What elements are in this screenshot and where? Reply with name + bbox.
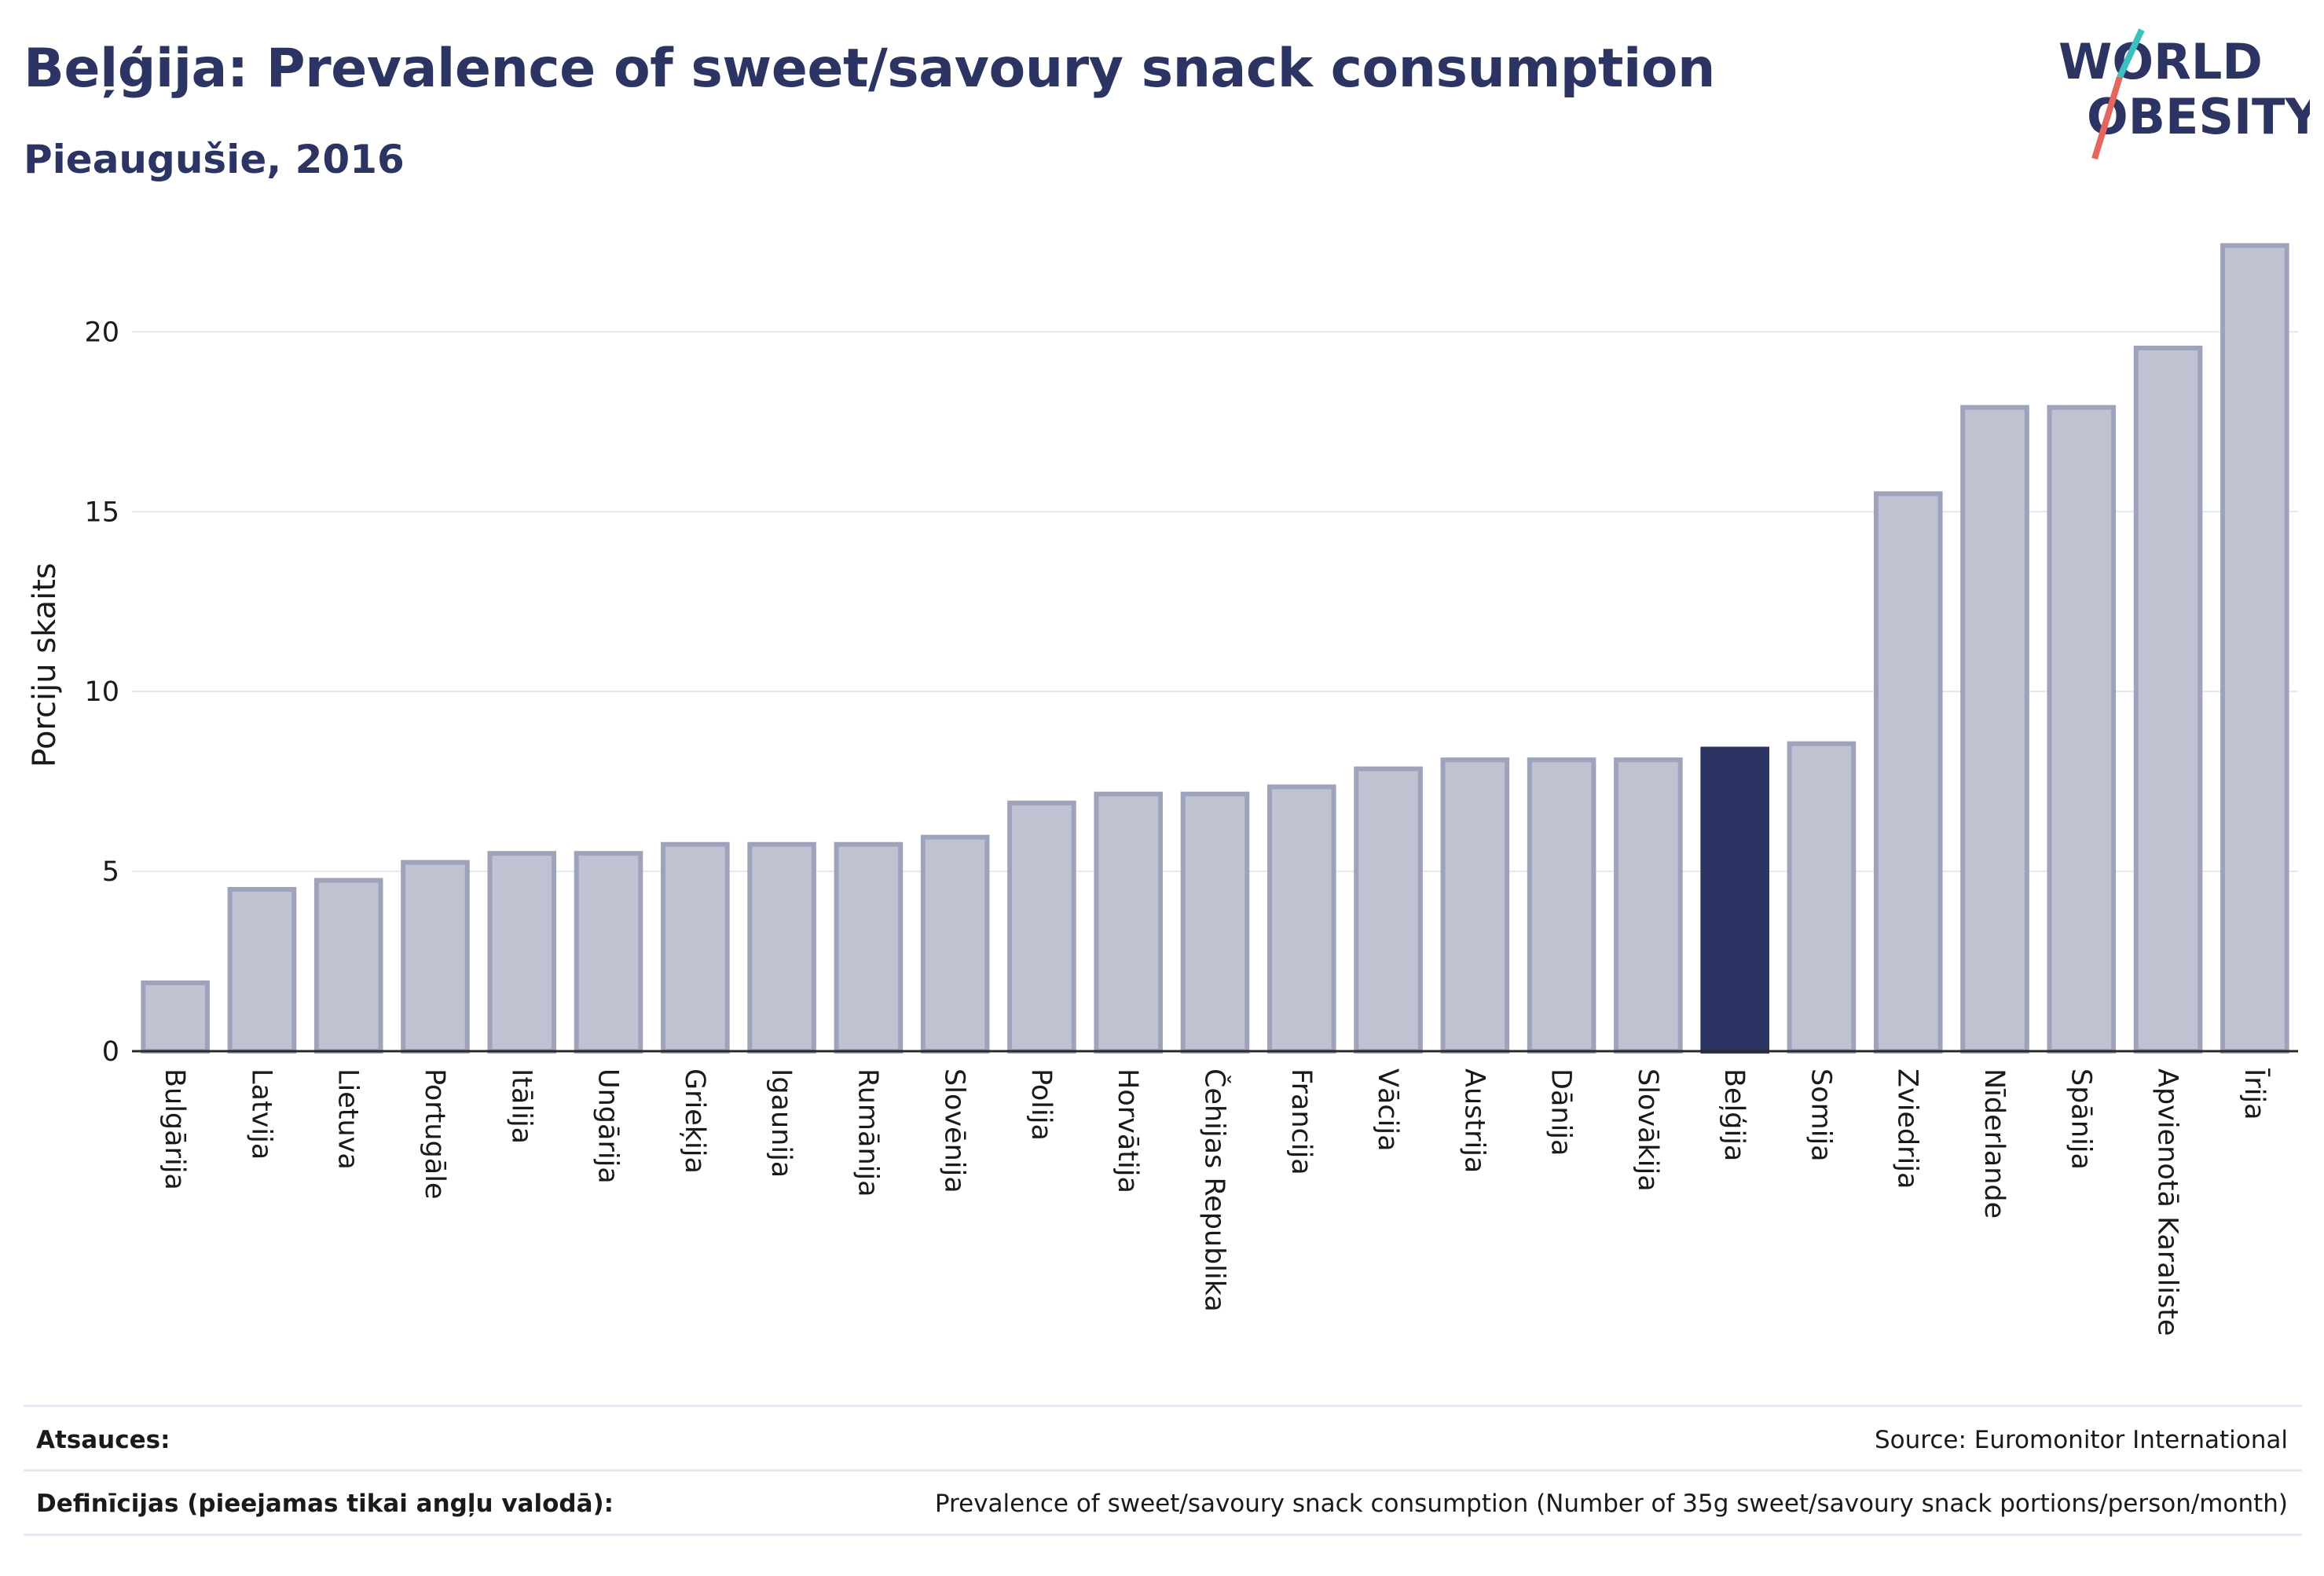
bar-20 [1873, 491, 1943, 1054]
bar-21 [1960, 405, 2029, 1054]
bar-5 [574, 851, 643, 1054]
y-tick-label: 5 [102, 856, 119, 888]
y-tick-label: 0 [102, 1036, 119, 1068]
chart-title: Beļģija: Prevalence of sweet/savoury sna… [24, 38, 1715, 100]
x-tick-label: Slovākija [1632, 1068, 1663, 1192]
logo-slash-red [2091, 75, 2123, 160]
x-tick-label: Grieķija [679, 1068, 710, 1174]
bar-14 [1354, 766, 1423, 1054]
y-tick-label: 15 [84, 497, 119, 528]
x-tick-label: Ungārija [592, 1068, 624, 1184]
bar-24 [2220, 243, 2289, 1054]
x-tick-label: Spānija [2065, 1068, 2096, 1170]
bar-1 [227, 886, 297, 1054]
bar-17 [1614, 757, 1683, 1054]
x-tick-labels: Bulgārija Latvija Lietuva Portugāle Itālija U… [159, 1068, 2271, 1336]
x-tick-label: Nīderlande [1978, 1068, 2010, 1219]
x-tick-label: Čehijas Republika [1199, 1068, 1232, 1312]
bars [141, 243, 2289, 1054]
x-tick-label: Apvienotā Karaliste [2152, 1068, 2183, 1336]
x-tick-label: Zviedrija [1892, 1068, 1923, 1189]
chart-subtitle: Pieaugušie, 2016 [24, 137, 405, 182]
definitions-label: Definīcijas (pieejamas tikai angļu valod… [36, 1490, 614, 1518]
y-tick-label: 20 [84, 317, 119, 348]
bar-3 [401, 859, 470, 1054]
bar-10 [1007, 801, 1076, 1054]
x-tick-label: Bulgārija [159, 1068, 190, 1190]
x-tick-label: Igaunija [765, 1068, 797, 1178]
logo-line1: WORLD [2058, 33, 2263, 90]
x-tick-label: Itālija [505, 1068, 537, 1144]
x-tick-label: Rumānija [852, 1068, 883, 1197]
bar-6 [661, 841, 730, 1054]
bar-2 [313, 878, 383, 1054]
bar-9 [920, 834, 990, 1054]
x-tick-label: Austrija [1458, 1068, 1490, 1173]
x-tick-label: Dānija [1545, 1068, 1577, 1156]
x-tick-label: Latvija [245, 1068, 277, 1160]
x-tick-label: Slovēnija [939, 1068, 970, 1193]
x-tick-label: Īrija [2238, 1068, 2271, 1120]
bar-16 [1527, 757, 1596, 1054]
sources-value: Source: Euromonitor International [1874, 1426, 2288, 1454]
logo-slash-teal [2117, 28, 2145, 79]
bar-4 [487, 851, 557, 1054]
bar-22 [2047, 405, 2117, 1054]
bar-12 [1180, 791, 1250, 1054]
footer-divider-top [24, 1405, 2302, 1407]
footer-divider-middle [24, 1469, 2302, 1472]
x-tick-label: Lietuva [332, 1068, 364, 1170]
logo-line2: OBESITY [2087, 88, 2310, 145]
x-tick-label: Portugāle [419, 1068, 450, 1200]
y-axis-title: Porciju skaits [27, 563, 63, 767]
bar-chart: 0 5 10 15 20 Bulgārija Latvija Lietuva Portugāl… [27, 243, 2298, 1336]
bar-19 [1787, 741, 1857, 1054]
x-tick-label: Francija [1285, 1068, 1317, 1175]
bar-0 [141, 980, 210, 1054]
x-tick-label: Polija [1025, 1068, 1057, 1141]
bar-23 [2133, 345, 2203, 1054]
bar-7 [747, 841, 816, 1054]
world-obesity-logo: WORLD OBESITY [2043, 24, 2321, 165]
bar-15 [1440, 757, 1510, 1054]
y-tick-labels: 0 5 10 15 20 [84, 317, 119, 1068]
footer-divider-bottom [24, 1534, 2302, 1536]
bar-8 [834, 841, 904, 1054]
bar-18 [1700, 746, 1769, 1054]
bar-11 [1094, 791, 1164, 1054]
x-tick-label: Somija [1805, 1068, 1836, 1162]
definitions-value: Prevalence of sweet/savoury snack consum… [934, 1490, 2288, 1518]
sources-label: Atsauces: [36, 1426, 170, 1454]
x-tick-label: Vācija [1372, 1068, 1403, 1152]
x-tick-label: Horvātija [1112, 1068, 1143, 1193]
bar-13 [1266, 784, 1336, 1054]
y-tick-label: 10 [84, 676, 119, 708]
x-tick-label: Beļģija [1718, 1068, 1750, 1161]
